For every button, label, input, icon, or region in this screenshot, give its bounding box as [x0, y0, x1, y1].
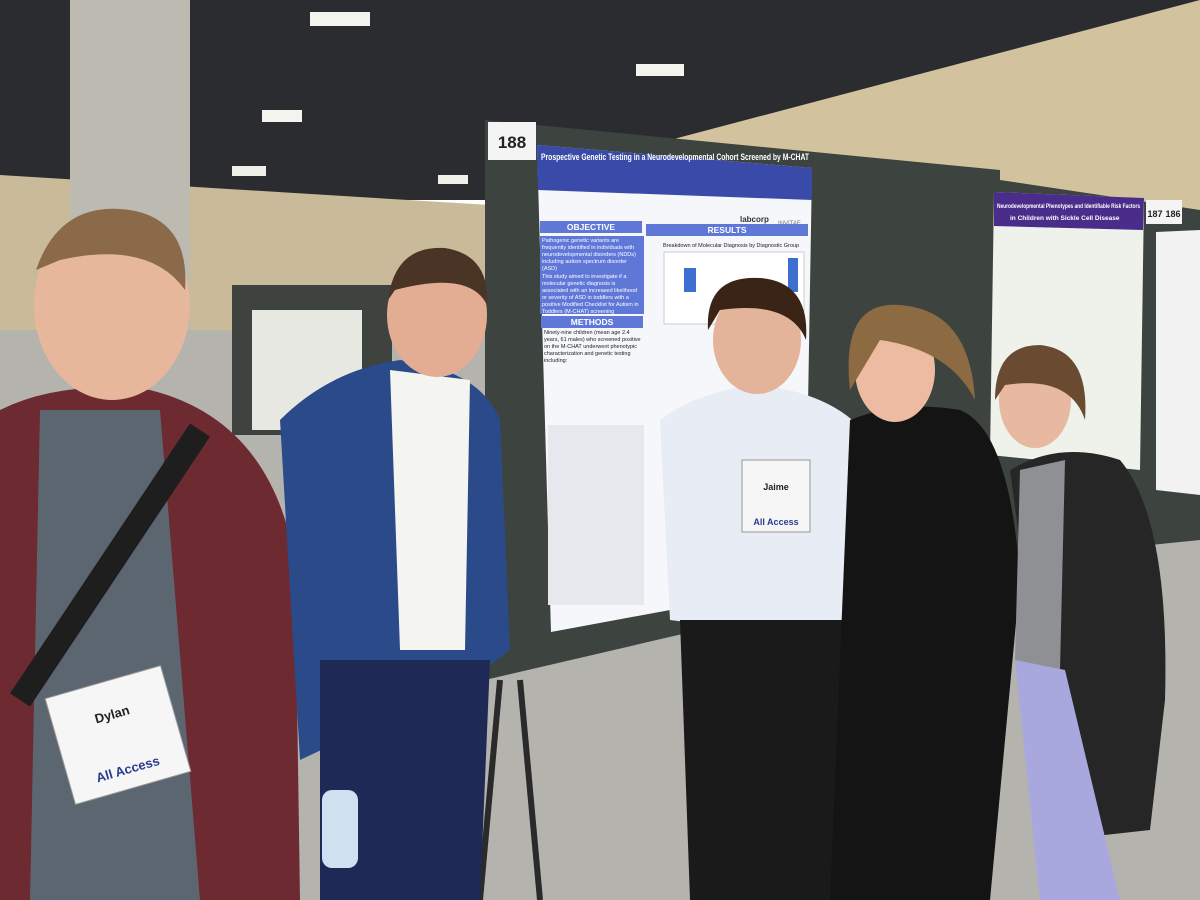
hair — [995, 345, 1086, 420]
light — [636, 64, 684, 76]
bullet: Pathogenic genetic variants are frequent… — [542, 238, 636, 272]
poster-title: in Children with Sickle Cell Disease — [1010, 215, 1120, 222]
bar — [684, 268, 696, 292]
section-title: OBJECTIVE — [567, 222, 616, 232]
trousers — [680, 620, 850, 900]
poster-number: 186 — [1165, 209, 1180, 219]
poster-header — [537, 145, 812, 200]
badge-name: Jaime — [763, 482, 789, 492]
poster — [1156, 230, 1200, 495]
section-title: RESULTS — [707, 225, 746, 235]
easel-leg — [517, 679, 543, 900]
trousers — [320, 660, 490, 900]
section-bar — [646, 224, 808, 236]
badge-access: All Access — [753, 517, 798, 527]
hair — [848, 304, 975, 400]
shirt — [390, 370, 470, 650]
water-bottle — [322, 790, 358, 868]
poster-number: 188 — [498, 133, 526, 152]
table — [548, 425, 644, 605]
badge-card — [44, 664, 192, 806]
number-card — [488, 122, 536, 160]
number-card — [1146, 200, 1182, 224]
shirt — [1015, 460, 1065, 670]
section-title: METHODS — [571, 317, 614, 327]
light — [232, 166, 266, 176]
section-bar — [541, 316, 643, 328]
chart-title: Breakdown of Molecular Diagnosis by Diag… — [663, 243, 799, 249]
methods-box: Ninety-nine children (mean age 2.4 years… — [544, 330, 641, 364]
bar — [788, 258, 798, 292]
trousers — [1015, 660, 1120, 900]
bag-strap — [10, 423, 210, 707]
hair — [707, 277, 807, 340]
hair — [36, 208, 186, 290]
section-bar — [540, 221, 642, 233]
logo: labcorp — [740, 215, 769, 224]
light — [310, 12, 370, 26]
poster-number: 187 — [1147, 209, 1162, 219]
badge-card — [741, 459, 811, 533]
light — [262, 110, 302, 122]
bullet: This study aimed to investigate if a mol… — [542, 274, 639, 314]
poster-title: Neurodevelopmental Phenotypes and Identi… — [997, 203, 1140, 210]
poster-title: Prospective Genetic Testing in a Neurode… — [541, 152, 809, 163]
light — [438, 175, 468, 184]
hair — [388, 247, 488, 305]
methods-text: Ninety-nine children (mean age 2.4 years… — [544, 330, 641, 364]
outfit — [830, 406, 1020, 900]
poster-header — [994, 192, 1144, 230]
badge: Dylan All Access — [44, 664, 192, 806]
easel-leg — [477, 679, 503, 900]
objective-box: Pathogenic genetic variants are frequent… — [540, 236, 644, 314]
